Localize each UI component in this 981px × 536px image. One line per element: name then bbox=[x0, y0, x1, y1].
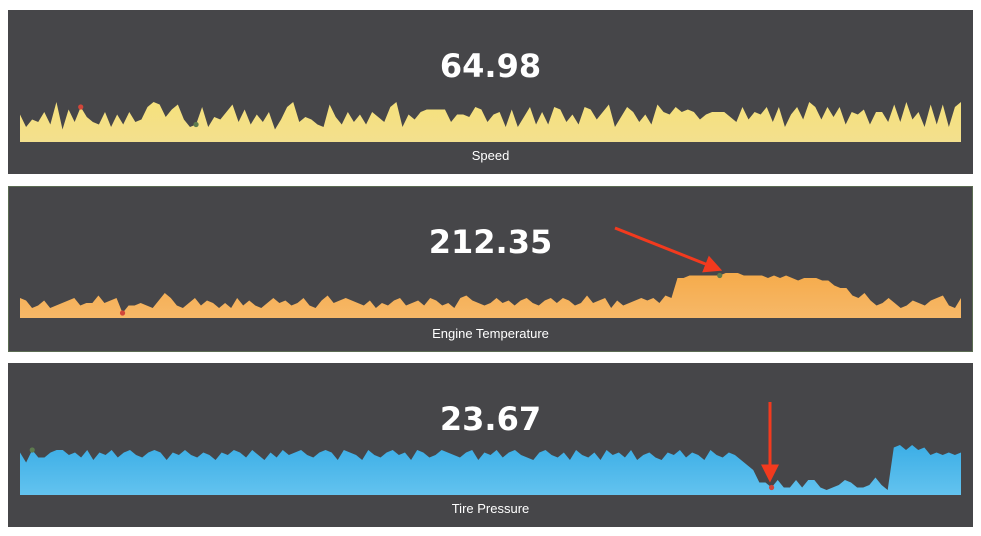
sparkline-area bbox=[20, 273, 961, 318]
speed-sparkline bbox=[20, 102, 961, 142]
sparkline-area bbox=[20, 102, 961, 142]
min-point-marker bbox=[119, 310, 126, 316]
min-point-marker bbox=[78, 104, 84, 110]
speed-panel: 64.98 Speed bbox=[8, 10, 973, 174]
max-point-marker bbox=[717, 272, 723, 279]
tire-pressure-panel: 23.67 Tire Pressure bbox=[8, 363, 973, 527]
speed-label: Speed bbox=[471, 148, 510, 163]
max-point-marker bbox=[29, 447, 35, 453]
tire-pressure-value: 23.67 bbox=[439, 400, 542, 438]
engine-temperature-panel: 212.35 Engine Temperature bbox=[8, 186, 973, 352]
min-point-marker bbox=[768, 484, 775, 491]
tire-pressure-sparkline bbox=[20, 445, 961, 495]
engine-temperature-sparkline bbox=[20, 272, 961, 318]
max-point-marker bbox=[193, 121, 199, 128]
engine-temperature-value: 212.35 bbox=[428, 223, 553, 261]
engine-temperature-label: Engine Temperature bbox=[432, 326, 549, 341]
speed-value: 64.98 bbox=[439, 47, 542, 85]
tire-pressure-label: Tire Pressure bbox=[451, 501, 530, 516]
sparkline-area bbox=[20, 445, 961, 495]
